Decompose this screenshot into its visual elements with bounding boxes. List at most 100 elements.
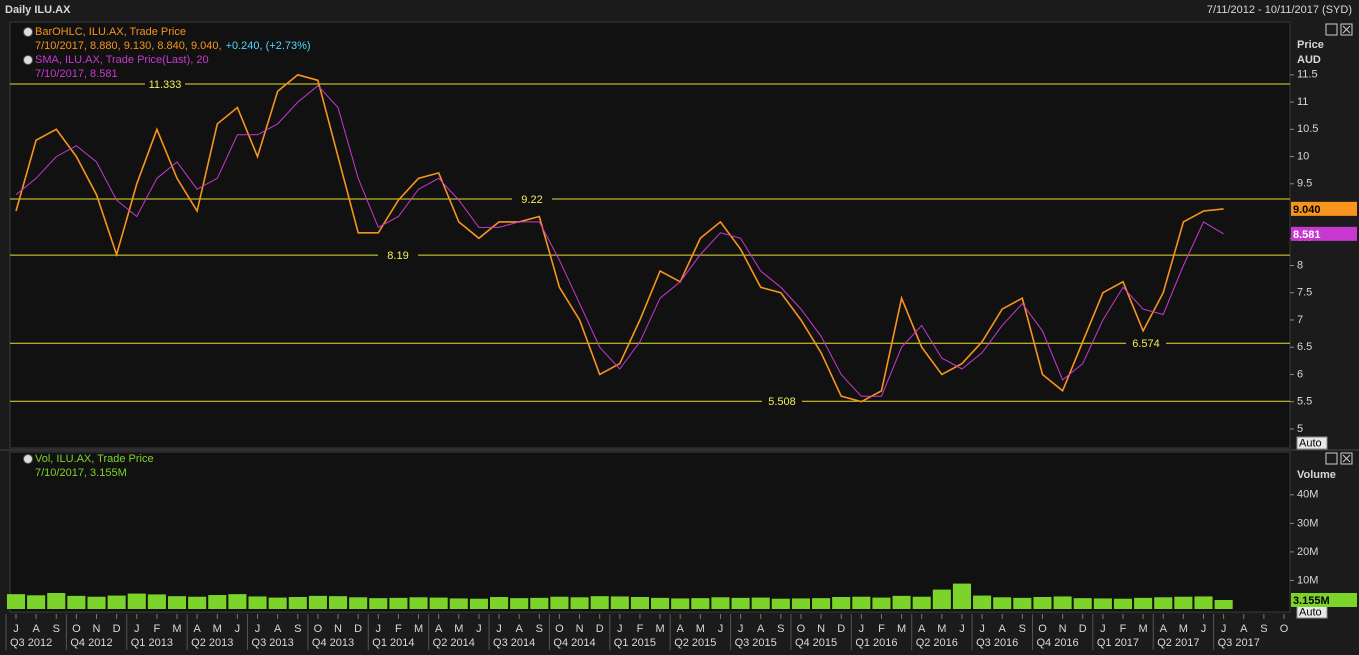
x-tick-label: O — [72, 623, 81, 635]
quarter-label: Q3 2016 — [976, 637, 1018, 649]
volume-bar — [127, 593, 146, 609]
legend-icon[interactable] — [23, 27, 33, 37]
x-tick-label: F — [395, 623, 402, 635]
price-panel — [9, 21, 1291, 449]
volume-panel — [9, 451, 1291, 613]
volume-bar — [993, 597, 1012, 609]
x-tick-label: S — [536, 623, 543, 635]
legend-detail: 7/10/2017, 8.581 — [35, 68, 118, 80]
quarter-label: Q1 2017 — [1097, 637, 1139, 649]
x-tick-label: J — [255, 623, 261, 635]
chart-title: Daily ILU.AX — [5, 4, 71, 16]
panel-buttons[interactable] — [1325, 23, 1353, 465]
x-tick-label: J — [979, 623, 985, 635]
quarter-label: Q3 2014 — [493, 637, 535, 649]
scale-button[interactable] — [1296, 436, 1328, 450]
maximize-button[interactable] — [1325, 452, 1338, 465]
volume-bar — [167, 596, 187, 609]
x-tick-label: D — [837, 623, 845, 635]
level-label-bg — [145, 76, 185, 91]
legend-icon[interactable] — [23, 55, 33, 65]
volume-bar — [872, 597, 891, 609]
volume-bar — [832, 597, 851, 609]
x-tick-label: J — [718, 623, 724, 635]
volume-bar — [308, 595, 327, 609]
volume-bar — [1033, 597, 1052, 609]
x-tick-label: S — [53, 623, 60, 635]
last-value-label: 8.581 — [1293, 229, 1321, 241]
x-tick-label: S — [1019, 623, 1026, 635]
x-tick-label: M — [897, 623, 906, 635]
x-tick-label: D — [596, 623, 604, 635]
x-tick-label: O — [555, 623, 564, 635]
x-tick-label: M — [696, 623, 705, 635]
volume-bar — [530, 597, 549, 609]
quarter-label: Q1 2016 — [855, 637, 897, 649]
volume-bar — [1134, 597, 1153, 609]
x-tick-label: M — [414, 623, 423, 635]
x-tick-label: A — [1240, 623, 1248, 635]
volume-bar — [469, 598, 488, 609]
volume-bar — [449, 598, 468, 609]
x-tick-label: J — [738, 623, 744, 635]
x-tick-label: J — [1221, 623, 1227, 635]
x-tick-label: A — [918, 623, 926, 635]
scale-button-label[interactable]: Auto — [1299, 606, 1322, 618]
x-tick-label: M — [1179, 623, 1188, 635]
x-tick-label: A — [757, 623, 765, 635]
x-tick-label: J — [1100, 623, 1106, 635]
last-value-label: 3.155M — [1293, 595, 1330, 607]
volume-bar — [208, 595, 227, 609]
quarter-label: Q1 2015 — [614, 637, 656, 649]
legend-icon[interactable] — [23, 454, 33, 464]
y-tick-label: 11 — [1297, 96, 1308, 108]
x-tick-label: D — [1079, 623, 1087, 635]
x-tick-label: J — [376, 623, 382, 635]
x-tick-label: J — [617, 623, 623, 635]
level-label: 11.333 — [149, 79, 182, 91]
y-tick-label: 6.5 — [1297, 341, 1312, 353]
volume-bar — [651, 597, 670, 609]
sma-line — [15, 85, 1224, 397]
last-value-box — [1291, 226, 1357, 241]
close-button[interactable] — [1340, 23, 1353, 36]
legend-name: SMA, ILU.AX, Trade Price(Last), 20 — [35, 54, 209, 66]
x-tick-label: O — [1280, 623, 1289, 635]
y-tick-label: 7.5 — [1297, 287, 1312, 299]
quarter-label: Q2 2017 — [1157, 637, 1199, 649]
volume-bar — [1194, 596, 1213, 609]
volume-bar — [288, 597, 307, 609]
maximize-button[interactable] — [1325, 23, 1338, 36]
volume-bar — [389, 597, 408, 609]
x-tick-label: M — [1139, 623, 1148, 635]
x-tick-label: N — [1059, 623, 1067, 635]
legend-detail: 7/10/2017, 3.155M — [35, 467, 127, 479]
x-tick-label: A — [1160, 623, 1168, 635]
volume-bar — [1214, 599, 1233, 609]
volume-bar — [87, 596, 106, 609]
volume-bar — [67, 595, 86, 609]
volume-bar — [188, 596, 207, 609]
x-tick-label: A — [32, 623, 40, 635]
last-value-box — [1291, 201, 1357, 216]
volume-bar — [47, 593, 66, 609]
close-button[interactable] — [1340, 452, 1353, 465]
scale-button-label[interactable]: Auto — [1299, 437, 1322, 449]
y-tick-label: 5 — [1297, 423, 1303, 435]
volume-bar — [932, 589, 951, 609]
y-tick-label: 10 — [1297, 150, 1309, 162]
volume-bar — [952, 583, 972, 609]
x-tick-label: J — [859, 623, 865, 635]
volume-bar — [248, 596, 267, 609]
volume-bar — [6, 594, 26, 609]
volume-bar — [147, 594, 166, 609]
quarter-label: Q2 2013 — [191, 637, 233, 649]
volume-bar — [328, 596, 348, 609]
x-tick-label: J — [496, 623, 502, 635]
date-range: 7/11/2012 - 10/11/2017 (SYD) — [1207, 4, 1352, 16]
volume-bar — [107, 595, 126, 609]
x-tick-label: F — [1120, 623, 1127, 635]
x-tick-label: M — [172, 623, 181, 635]
quarter-label: Q1 2014 — [372, 637, 414, 649]
